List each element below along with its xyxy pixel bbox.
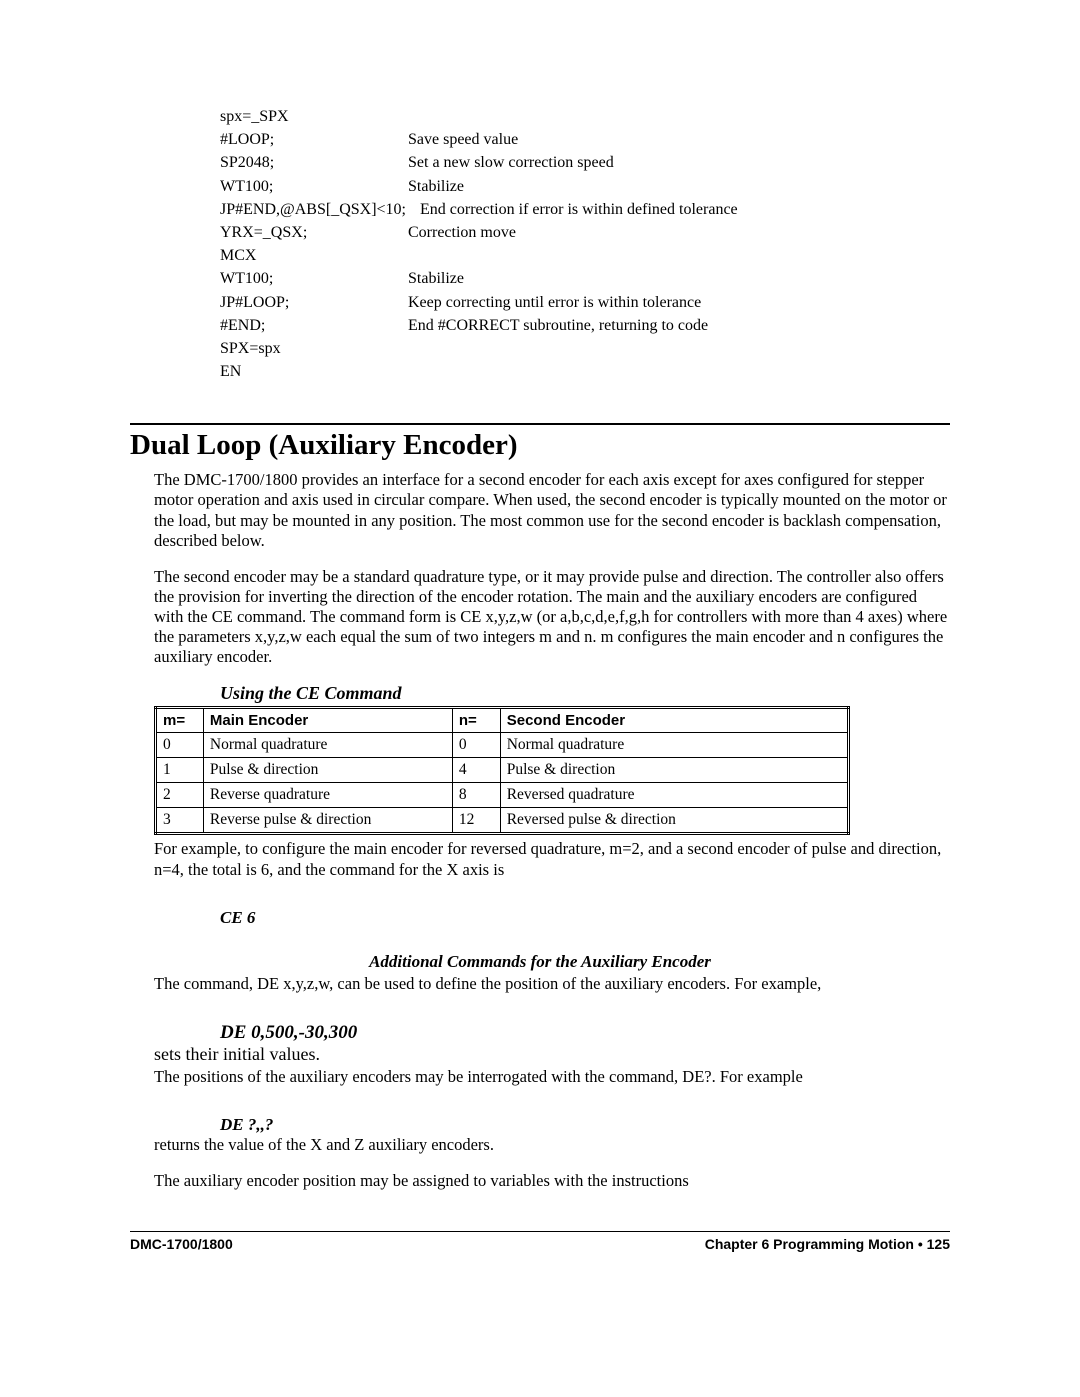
- paragraph: The DMC-1700/1800 provides an interface …: [154, 470, 950, 551]
- page-content: spx=_SPX #LOOP;Save speed value SP2048;S…: [130, 105, 950, 1207]
- table-cell: 0: [452, 733, 500, 758]
- text-line: sets their initial values.: [154, 1044, 950, 1065]
- code-comment: Keep correcting until error is within to…: [408, 291, 950, 314]
- command-example: DE ?,,?: [220, 1115, 950, 1135]
- table-cell: 4: [452, 758, 500, 783]
- paragraph: The positions of the auxiliary encoders …: [154, 1067, 950, 1087]
- subheading: Additional Commands for the Auxiliary En…: [130, 952, 950, 972]
- table-cell: 3: [156, 808, 204, 834]
- code-comment: Set a new slow correction speed: [408, 151, 950, 174]
- code-cmd: JP#END,@ABS[_QSX]<10;: [220, 198, 420, 221]
- table-cell: Reverse quadrature: [203, 783, 452, 808]
- code-comment: Stabilize: [408, 175, 950, 198]
- footer-right: Chapter 6 Programming Motion • 125: [705, 1236, 950, 1252]
- code-cmd: #LOOP;: [220, 128, 408, 151]
- code-comment: Correction move: [408, 221, 950, 244]
- table-cell: Pulse & direction: [500, 758, 848, 783]
- table-caption: Using the CE Command: [220, 683, 950, 704]
- table-cell: Reverse pulse & direction: [203, 808, 452, 834]
- code-cmd: WT100;: [220, 267, 408, 290]
- paragraph: The auxiliary encoder position may be as…: [154, 1171, 950, 1191]
- code-cmd: spx=_SPX: [220, 105, 408, 128]
- code-cmd: MCX: [220, 244, 408, 267]
- table-header: Main Encoder: [203, 708, 452, 733]
- table-cell: 8: [452, 783, 500, 808]
- section-title: Dual Loop (Auxiliary Encoder): [130, 429, 950, 462]
- code-comment: Save speed value: [408, 128, 950, 151]
- paragraph: The command, DE x,y,z,w, can be used to …: [154, 974, 950, 994]
- table-header: Second Encoder: [500, 708, 848, 733]
- table-header: m=: [156, 708, 204, 733]
- paragraph: The second encoder may be a standard qua…: [154, 567, 950, 668]
- code-cmd: #END;: [220, 314, 408, 337]
- page-footer: DMC-1700/1800 Chapter 6 Programming Moti…: [130, 1231, 950, 1252]
- table-cell: 12: [452, 808, 500, 834]
- table-row: 2 Reverse quadrature 8 Reversed quadratu…: [156, 783, 849, 808]
- footer-left: DMC-1700/1800: [130, 1236, 233, 1252]
- code-comment: Stabilize: [408, 267, 950, 290]
- paragraph: For example, to configure the main encod…: [154, 839, 950, 879]
- code-cmd: YRX=_QSX;: [220, 221, 408, 244]
- paragraph: returns the value of the X and Z auxilia…: [154, 1135, 950, 1155]
- table-cell: Reversed quadrature: [500, 783, 848, 808]
- table-row: 3 Reverse pulse & direction 12 Reversed …: [156, 808, 849, 834]
- code-cmd: SP2048;: [220, 151, 408, 174]
- code-cmd: JP#LOOP;: [220, 291, 408, 314]
- ce-command-table: m= Main Encoder n= Second Encoder 0 Norm…: [154, 706, 850, 835]
- table-header: n=: [452, 708, 500, 733]
- table-cell: Normal quadrature: [203, 733, 452, 758]
- table-cell: 2: [156, 783, 204, 808]
- table-cell: 0: [156, 733, 204, 758]
- code-cmd: SPX=spx: [220, 337, 408, 360]
- table-row: 0 Normal quadrature 0 Normal quadrature: [156, 733, 849, 758]
- table-cell: 1: [156, 758, 204, 783]
- table-row: 1 Pulse & direction 4 Pulse & direction: [156, 758, 849, 783]
- table-cell: Reversed pulse & direction: [500, 808, 848, 834]
- code-cmd: WT100;: [220, 175, 408, 198]
- code-cmd: EN: [220, 360, 408, 383]
- command-example: DE 0,500,-30,300: [220, 1022, 950, 1044]
- section-rule: [130, 423, 950, 425]
- code-comment: End #CORRECT subroutine, returning to co…: [408, 314, 950, 337]
- command-example: CE 6: [220, 908, 950, 928]
- code-comment: End correction if error is within define…: [420, 198, 950, 221]
- table-cell: Normal quadrature: [500, 733, 848, 758]
- code-listing: spx=_SPX #LOOP;Save speed value SP2048;S…: [220, 105, 950, 383]
- table-cell: Pulse & direction: [203, 758, 452, 783]
